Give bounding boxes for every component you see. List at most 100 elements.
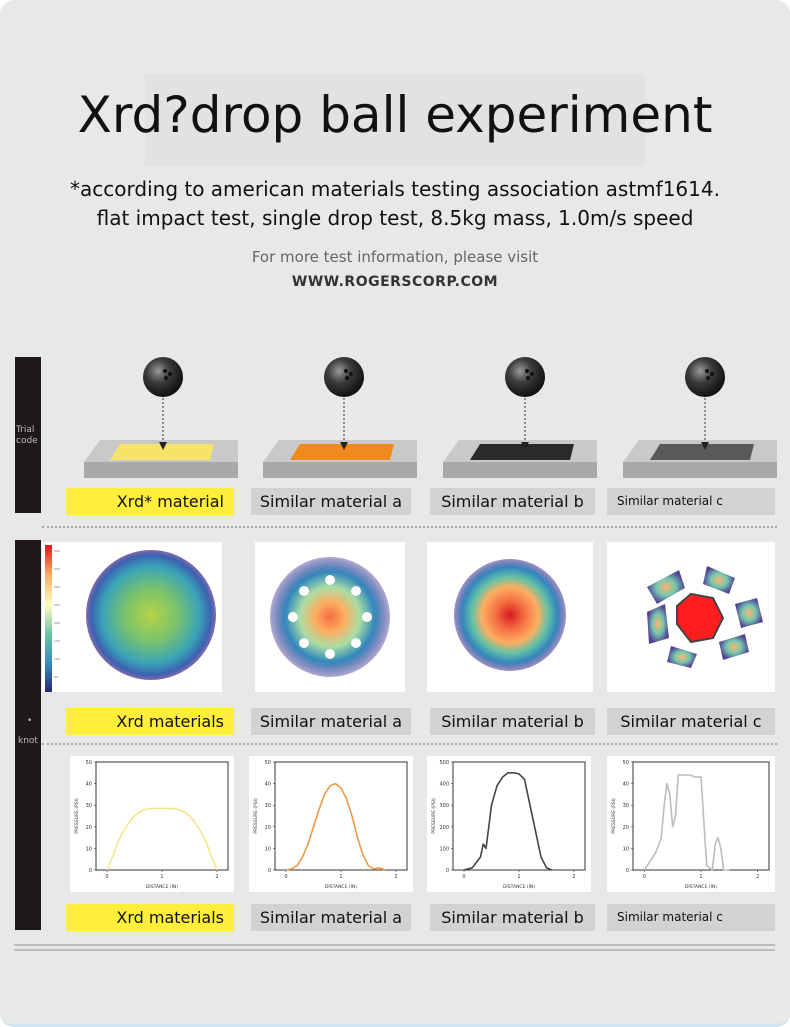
x-tick-label: 2 — [572, 874, 575, 880]
colorbar-ticks: 400 350 300 250 200 150 100 50 — [54, 549, 60, 679]
y-axis-label: PRESSURE (PSI) — [74, 798, 80, 834]
label-row1-a: Similar material a — [251, 488, 411, 515]
y-tick-label: 20 — [86, 825, 92, 831]
colorbar-tick-label: 400 — [54, 549, 60, 553]
y-tick-label: 40 — [86, 782, 92, 788]
label-row3-c: Similar material c — [607, 904, 775, 931]
label-row2-a: Similar material a — [251, 708, 411, 735]
label-row2-b: Similar material b — [430, 708, 595, 735]
ball-icon — [685, 357, 725, 397]
x-tick-label: 2 — [394, 874, 397, 880]
label-row1-c: Similar material c — [607, 488, 775, 515]
slab-xrd — [84, 440, 238, 478]
colorbar-tick-label: 300 — [54, 585, 60, 589]
y-tick-label: 300 — [439, 803, 449, 809]
divider — [42, 526, 777, 528]
info-text: For more test information, please visit — [251, 248, 539, 266]
label-row3-b: Similar material b — [430, 904, 595, 931]
center-polygon — [676, 592, 725, 644]
series-line — [463, 771, 553, 871]
x-tick-label: 1 — [339, 874, 342, 880]
x-axis-label: DISTANCE (IN) — [503, 884, 535, 890]
x-tick-label: 1 — [160, 874, 163, 880]
heatmap-xrd: 400 350 300 250 200 150 100 50 — [42, 542, 222, 692]
label-row2-xrd: Xrd materials — [66, 708, 234, 735]
heat-blob — [86, 550, 216, 680]
x-tick-label: 0 — [105, 874, 108, 880]
colorbar-tick-label: 100 — [54, 657, 60, 661]
plot-frame — [452, 761, 586, 871]
heatmap-a — [255, 542, 405, 692]
label-row3-xrd: Xrd materials — [66, 904, 234, 931]
series-line — [106, 807, 218, 871]
y-tick-label: 30 — [265, 803, 271, 809]
y-tick-label: 0 — [626, 868, 629, 874]
side-bar-trial — [15, 357, 41, 513]
y-axis-label: PRESSURE (PSI) — [431, 798, 437, 834]
pressure-chart-b: 0 100 200 300 400 500 0 1 2 DISTANCE (IN) PRESSURE… — [427, 756, 591, 892]
y-tick-label: 30 — [623, 803, 629, 809]
bottom-rule — [14, 944, 775, 946]
label-row3-a: Similar material a — [251, 904, 411, 931]
pad-xrd — [110, 444, 214, 460]
x-tick-label: 2 — [215, 874, 218, 880]
series-line — [643, 774, 730, 871]
y-tick-label: 0 — [446, 868, 449, 874]
y-tick-label: 200 — [439, 825, 449, 831]
pad-b — [470, 444, 574, 460]
slab-a — [263, 440, 417, 478]
pressure-chart-c: 0 10 20 30 40 50 0 1 2 DISTANCE (IN) PRESSURE (PSI… — [607, 756, 775, 892]
website-link[interactable]: WWW.ROGERSCORP.COM — [291, 274, 499, 290]
page-title: Xrd?drop ball experiment — [77, 86, 713, 144]
x-tick-label: 2 — [756, 874, 759, 880]
x-axis-label: DISTANCE (IN) — [325, 884, 357, 890]
y-tick-label: 30 — [86, 803, 92, 809]
y-tick-label: 20 — [265, 825, 271, 831]
y-tick-label: 10 — [623, 846, 629, 852]
label-row1-b: Similar material b — [430, 488, 595, 515]
colorbar — [45, 545, 52, 692]
label-row2-c: Similar material c — [607, 708, 775, 735]
side-label-knot: knot — [18, 736, 38, 746]
y-axis-label: PRESSURE (PSI) — [611, 798, 617, 834]
x-tick-label: 1 — [517, 874, 520, 880]
x-tick-label: 0 — [284, 874, 287, 880]
x-axis-label: DISTANCE (IN) — [685, 884, 717, 890]
drop-test-illustrations — [84, 357, 777, 478]
y-tick-label: 400 — [439, 782, 449, 788]
drop-arrows — [159, 442, 709, 450]
side-bar-results — [15, 540, 41, 930]
y-axis-label: PRESSURE (PSI) — [253, 798, 259, 834]
pressure-chart-a: 0 10 20 30 40 50 0 1 2 DISTANCE (IN) PRESSURE (PSI… — [249, 756, 413, 892]
side-marker: • — [27, 716, 33, 726]
colorbar-tick-label: 150 — [54, 639, 60, 643]
ball-icon — [324, 357, 364, 397]
subtitle-line-2: flat impact test, single drop test, 8.5k… — [96, 206, 694, 230]
slab-c — [623, 440, 777, 478]
plot-frame — [95, 761, 229, 871]
y-tick-label: 20 — [623, 825, 629, 831]
colorbar-tick-label: 350 — [54, 567, 60, 571]
y-tick-label: 0 — [89, 868, 92, 874]
y-tick-label: 40 — [623, 782, 629, 788]
y-tick-label: 50 — [86, 760, 92, 766]
drop-lines — [162, 398, 706, 444]
pressure-chart-xrd: 0 10 20 30 40 50 0 1 2 DISTANCE (IN) PRESSURE (PSI… — [70, 756, 234, 892]
series-line — [285, 782, 386, 871]
y-tick-label: 40 — [265, 782, 271, 788]
y-tick-label: 10 — [265, 846, 271, 852]
slab-b — [443, 440, 597, 478]
side-label-trial-code: Trial code — [16, 425, 38, 446]
y-tick-label: 500 — [439, 760, 449, 766]
divider — [42, 743, 777, 745]
subtitle-line-1: *according to american materials testing… — [70, 177, 720, 201]
x-tick-label: 0 — [462, 874, 465, 880]
x-axis-label: DISTANCE (IN) — [146, 884, 178, 890]
title-backdrop — [145, 74, 645, 166]
pad-c — [650, 444, 754, 460]
colorbar-tick-label: 250 — [54, 603, 60, 607]
heatmap-c — [607, 542, 775, 692]
y-tick-label: 0 — [268, 868, 271, 874]
ball-icon — [143, 357, 183, 397]
